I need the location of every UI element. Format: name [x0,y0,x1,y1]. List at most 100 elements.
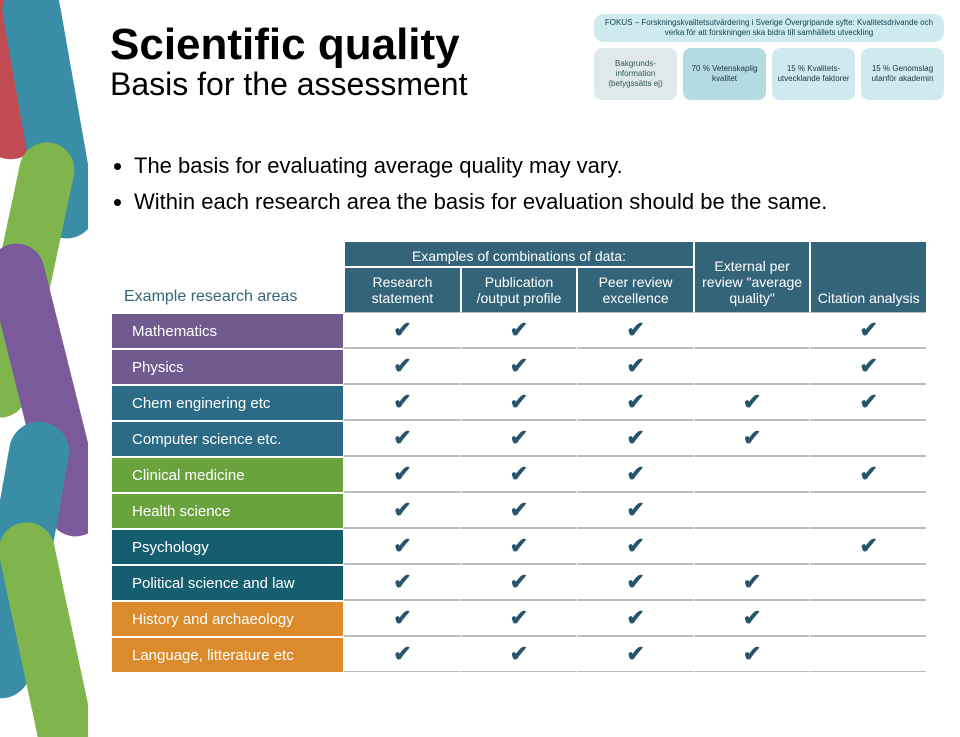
cell: ✔ [343,564,460,600]
cell: ✔ [576,384,693,420]
cell: ✔ [693,420,810,456]
table-row: Mathematics✔✔✔✔ [110,312,926,348]
check-icon: ✔ [510,497,528,522]
cell [693,456,810,492]
row-label: Computer science etc. [110,420,343,456]
cell: ✔ [576,492,693,528]
check-icon: ✔ [626,353,644,378]
check-icon: ✔ [510,425,528,450]
cell: ✔ [343,636,460,672]
bullet-2: Within each research area the basis for … [134,186,827,218]
diagram-top-label: FOKUS – Forskningskvalitetsutvärdering i… [594,14,944,42]
cell: ✔ [809,312,926,348]
check-icon: ✔ [626,497,644,522]
bullet-1: The basis for evaluating average quality… [134,150,827,182]
row-label: Clinical medicine [110,456,343,492]
row-label: Political science and law [110,564,343,600]
table-row: Clinical medicine ✔ ✔ ✔ ✔ [110,456,926,492]
cell: ✔ [460,348,577,384]
check-icon: ✔ [626,533,644,558]
check-icon: ✔ [510,533,528,558]
cell [809,600,926,636]
cell [809,636,926,672]
check-icon: ✔ [393,497,411,522]
check-icon: ✔ [510,641,528,666]
cell: ✔ [343,528,460,564]
cell: ✔ [693,564,810,600]
cell: ✔ [809,456,926,492]
cell [693,528,810,564]
col-header-external: External per review "average quality" [693,240,810,312]
cell: ✔ [460,456,577,492]
check-icon: ✔ [510,389,528,414]
cell [693,348,810,384]
cell: ✔ [693,384,810,420]
col-header-group: Examples of combinations of data: [343,240,693,266]
check-icon: ✔ [393,353,411,378]
check-icon: ✔ [393,533,411,558]
row-label: Mathematics [110,312,343,348]
cell: ✔ [460,600,577,636]
check-icon: ✔ [626,461,644,486]
cell: ✔ [343,384,460,420]
table-row: Chem enginering etc✔✔✔✔✔ [110,384,926,420]
diagram-box-15b: 15 % Genomslag utanför akademin [861,48,944,100]
cell: ✔ [693,600,810,636]
check-icon: ✔ [743,425,761,450]
table-row: History and archaeology✔✔✔✔ [110,600,926,636]
check-icon: ✔ [510,317,528,342]
cell [809,564,926,600]
check-icon: ✔ [626,605,644,630]
check-icon: ✔ [626,641,644,666]
check-icon: ✔ [393,605,411,630]
cell: ✔ [576,420,693,456]
check-icon: ✔ [626,317,644,342]
cell: ✔ [343,312,460,348]
col-header-research: Research statement [343,266,460,312]
cell [809,420,926,456]
cell: ✔ [460,636,577,672]
row-label: Health science [110,492,343,528]
cell: ✔ [576,456,693,492]
col-header-publication: Publication /output profile [460,266,577,312]
check-icon: ✔ [510,353,528,378]
row-label: Psychology [110,528,343,564]
table-row: Psychology ✔ ✔ ✔ ✔ [110,528,926,564]
slide: Scientific quality Basis for the assessm… [0,0,960,737]
check-icon: ✔ [393,461,411,486]
cell: ✔ [576,600,693,636]
check-icon: ✔ [510,569,528,594]
check-icon: ✔ [393,425,411,450]
check-icon: ✔ [510,461,528,486]
cell: ✔ [343,420,460,456]
cell: ✔ [576,312,693,348]
fokus-diagram: FOKUS – Forskningskvalitetsutvärdering i… [594,14,944,100]
evaluation-table: Example research areas Examples of combi… [110,240,926,672]
check-icon: ✔ [626,389,644,414]
cell: ✔ [809,528,926,564]
check-icon: ✔ [859,353,877,378]
cell: ✔ [460,312,577,348]
cell: ✔ [343,348,460,384]
check-icon: ✔ [743,605,761,630]
table-row: Health science ✔ ✔ ✔ [110,492,926,528]
cell: ✔ [576,348,693,384]
check-icon: ✔ [859,533,877,558]
col-header-peer: Peer review excellence [576,266,693,312]
page-title: Scientific quality [110,20,467,70]
check-icon: ✔ [743,641,761,666]
cell: ✔ [576,636,693,672]
check-icon: ✔ [859,317,877,342]
cell [693,492,810,528]
cell: ✔ [809,348,926,384]
cell [809,492,926,528]
diagram-box-70: 70 % Vetenskaplig kvalitet [683,48,766,100]
check-icon: ✔ [393,389,411,414]
table-row: Political science and law✔✔✔✔ [110,564,926,600]
check-icon: ✔ [393,569,411,594]
cell: ✔ [576,528,693,564]
table-row: Computer science etc. ✔ ✔ ✔ ✔ [110,420,926,456]
check-icon: ✔ [393,641,411,666]
check-icon: ✔ [859,389,877,414]
cell: ✔ [343,600,460,636]
